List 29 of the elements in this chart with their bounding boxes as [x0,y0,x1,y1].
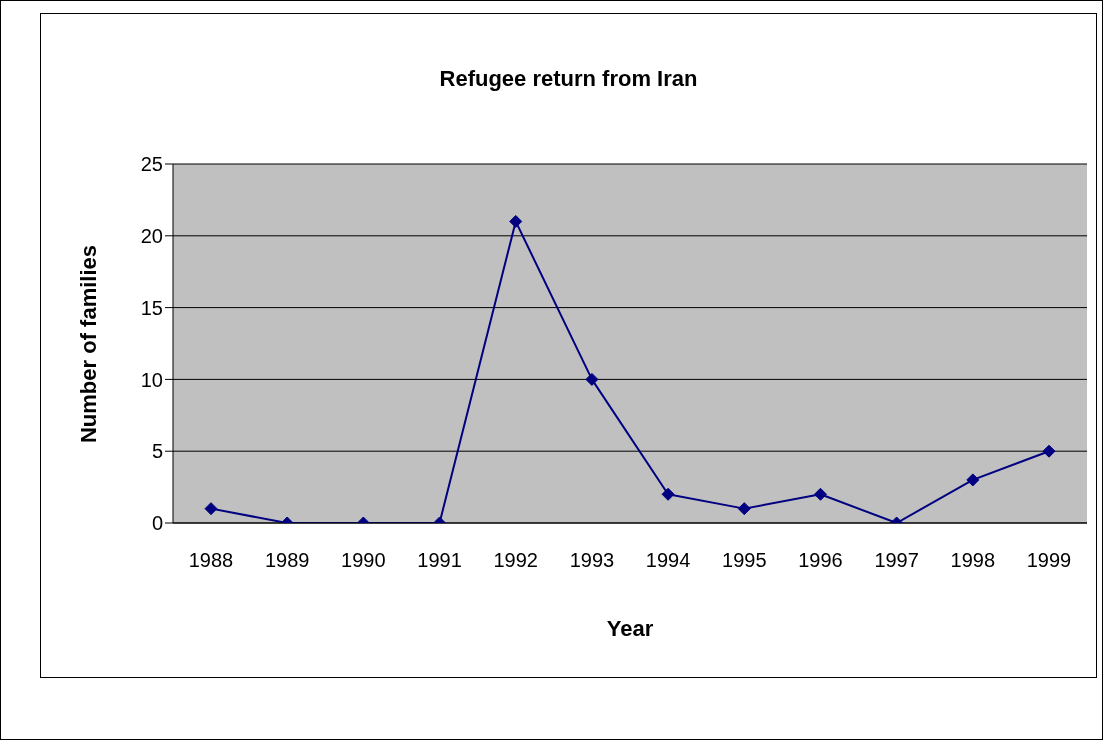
point [737,502,751,516]
point [966,473,980,487]
x-tick-label: 1989 [264,549,310,572]
x-tick-label: 1999 [1026,549,1072,572]
point [661,487,675,501]
chart-title: Refugee return from Iran [438,66,699,92]
x-tick-label: 1988 [188,549,234,572]
x-tick-label: 1997 [874,549,919,572]
y-tick-label: 15 [140,296,163,319]
x-tick-label: 1995 [722,549,767,572]
y-tick-label: 25 [140,153,163,176]
y-axis-title: Number of families [76,244,102,444]
y-tick-label: 5 [151,440,163,463]
point [204,502,218,516]
x-tick-label: 1994 [645,549,691,572]
point [585,372,599,386]
x-tick-label: 1998 [950,549,996,572]
x-axis-title: Year [605,616,655,642]
x-tick-label: 1993 [569,549,615,572]
x-tick-label: 1990 [341,549,386,572]
point [509,214,523,228]
x-tick-label: 1996 [798,549,843,572]
point [1042,444,1056,458]
y-tick-label: 10 [140,368,163,391]
x-tick-label: 1991 [417,549,462,572]
y-tick-label: 0 [151,512,163,535]
y-tick-label: 20 [140,224,163,247]
x-tick-label: 1992 [493,549,538,572]
point [813,487,827,501]
